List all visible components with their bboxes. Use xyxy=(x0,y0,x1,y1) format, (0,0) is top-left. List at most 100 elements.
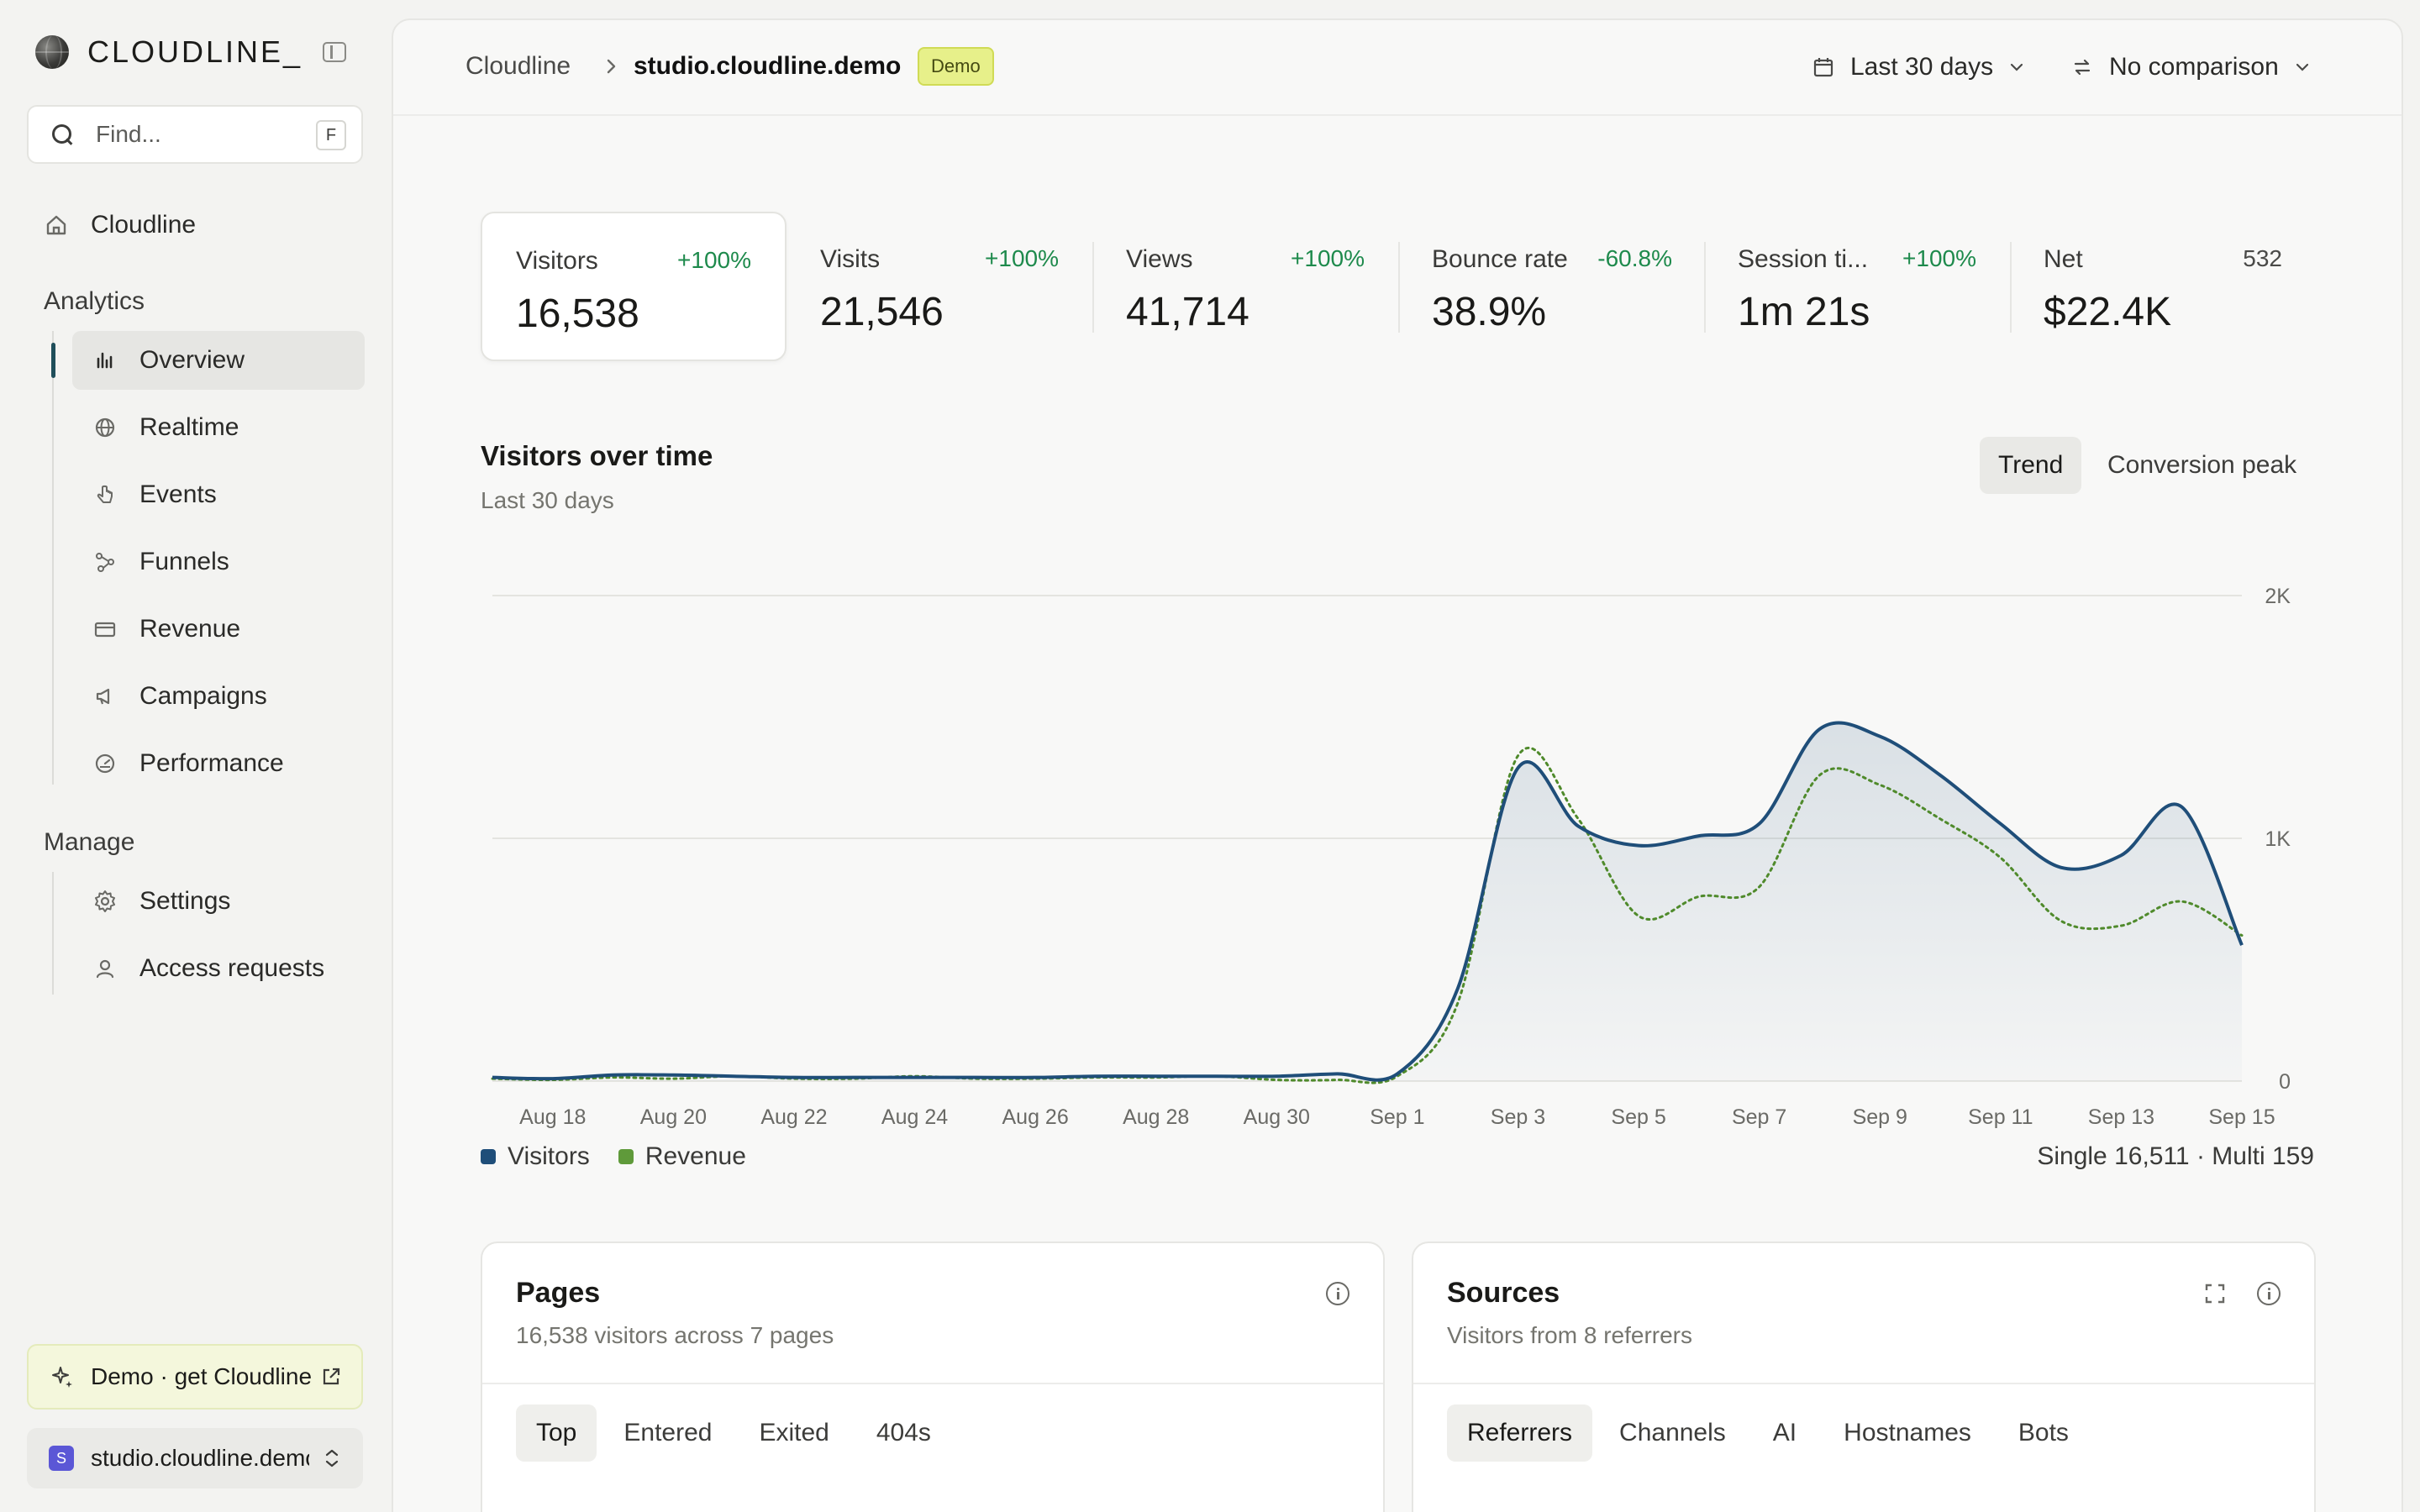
sidebar-item-settings[interactable]: Settings xyxy=(72,872,365,931)
external-link-icon[interactable] xyxy=(319,1365,343,1389)
chart-legend: Visitors Revenue xyxy=(481,1142,775,1171)
kpi-delta: +100% xyxy=(677,247,751,273)
kpi-divider xyxy=(1398,242,1400,333)
home-icon xyxy=(46,215,66,235)
pointer-icon xyxy=(92,482,118,507)
kpi-session-time[interactable]: Session ti... +100% 1m 21s xyxy=(1704,212,2010,361)
sidebar-item-label: Access requests xyxy=(139,954,325,982)
y-tick-label: 0 xyxy=(2279,1070,2291,1094)
x-tick-label: Aug 18 xyxy=(519,1105,586,1129)
active-indicator xyxy=(51,343,55,378)
x-tick-label: Aug 28 xyxy=(1123,1105,1189,1129)
tab-hostnames[interactable]: Hostnames xyxy=(1844,1419,1971,1446)
sidebar-toggle-icon[interactable] xyxy=(323,42,346,62)
legend-item-visitors[interactable]: Visitors xyxy=(481,1142,590,1171)
chart-plot xyxy=(491,721,2244,1084)
tab-top[interactable]: Top xyxy=(516,1404,597,1462)
site-switcher[interactable]: S studio.cloudline.demo xyxy=(27,1428,363,1488)
sidebar-item-access-requests[interactable]: Access requests xyxy=(72,939,365,998)
chart-title: Visitors over time xyxy=(481,440,713,471)
demo-promo-card[interactable]: Demo · get Cloudline xyxy=(27,1344,363,1410)
chevron-down-icon xyxy=(2011,63,2023,71)
tab-bots[interactable]: Bots xyxy=(2018,1419,2069,1446)
sidebar-item-label: Funnels xyxy=(139,548,229,575)
tab-ai[interactable]: AI xyxy=(1772,1419,1797,1446)
breadcrumb-site[interactable]: studio.cloudline.demo xyxy=(634,52,902,80)
sidebar-item-overview[interactable]: Overview xyxy=(51,331,365,390)
kpi-views[interactable]: Views +100% 41,714 xyxy=(1092,212,1398,361)
x-tick-label: Sep 11 xyxy=(1968,1105,2033,1129)
visitors-chart[interactable]: Aug 18 Aug 20 Aug 22 Aug 24 Aug 26 Aug 28 Aug … xyxy=(393,566,2402,1129)
expand-icon[interactable] xyxy=(2203,1282,2227,1305)
legend-label: Visitors xyxy=(508,1142,590,1170)
kpi-value: 21,546 xyxy=(820,290,944,334)
comparison-label: No comparison xyxy=(2109,53,2279,81)
kpi-value: $22.4K xyxy=(2044,290,2172,334)
kpi-divider xyxy=(2010,242,2012,333)
breadcrumb-root[interactable]: Cloudline xyxy=(466,52,571,80)
search-input[interactable]: Find... F xyxy=(27,105,363,164)
search-icon xyxy=(50,123,74,146)
visitor-mix-summary: Single 16,511 · Multi 159 xyxy=(2037,1142,2314,1170)
info-icon[interactable] xyxy=(2257,1282,2281,1305)
sidebar-item-events[interactable]: Events xyxy=(72,465,365,524)
legend-item-revenue[interactable]: Revenue xyxy=(618,1142,746,1171)
brand[interactable]: CLOUDLINE_ xyxy=(35,34,302,71)
search-placeholder: Find... xyxy=(96,121,161,147)
x-tick-label: Sep 5 xyxy=(1611,1105,1665,1129)
sidebar-item-performance[interactable]: Performance xyxy=(72,734,365,793)
top-bar: Cloudline studio.cloudline.demo Demo Las… xyxy=(393,20,2402,116)
tab-referrers[interactable]: Referrers xyxy=(1447,1404,1593,1462)
sidebar-item-realtime[interactable]: Realtime xyxy=(72,398,365,457)
kpi-divider xyxy=(1704,242,1706,333)
visitors-line xyxy=(492,721,2244,1082)
kpi-visitors[interactable]: Visitors +100% 16,538 xyxy=(481,212,786,361)
kpi-delta: +100% xyxy=(985,245,1059,271)
user-icon xyxy=(92,956,118,981)
kpi-visits[interactable]: Visits +100% 21,546 xyxy=(786,212,1092,361)
tab-channels[interactable]: Channels xyxy=(1619,1419,1726,1446)
toggle-conversion-peak[interactable]: Conversion peak xyxy=(2107,451,2297,479)
kpi-net[interactable]: Net 532 $22.4K xyxy=(2010,212,2316,361)
sidebar-item-home[interactable]: Cloudline xyxy=(44,205,196,245)
brand-name: CLOUDLINE_ xyxy=(87,34,303,69)
visitors-area xyxy=(492,722,2242,1081)
y-tick-label: 2K xyxy=(2265,585,2291,608)
megaphone-icon xyxy=(92,684,118,709)
sidebar-item-label: Overview xyxy=(139,346,245,374)
card-divider xyxy=(1413,1383,2314,1384)
toggle-trend[interactable]: Trend xyxy=(1980,437,2082,494)
sidebar-item-funnels[interactable]: Funnels xyxy=(72,533,365,591)
sidebar-item-revenue[interactable]: Revenue xyxy=(72,600,365,659)
x-tick-label: Aug 24 xyxy=(881,1105,948,1129)
demo-badge: Demo xyxy=(918,47,994,86)
analytics-nav-group: Overview Realtime Events Funnels Revenue xyxy=(51,331,365,785)
card-title: Pages xyxy=(516,1277,601,1309)
info-icon[interactable] xyxy=(1326,1282,1349,1305)
legend-swatch xyxy=(618,1149,634,1164)
legend-label: Revenue xyxy=(644,1142,746,1170)
pages-tabs: Top Entered Exited 404s xyxy=(516,1404,958,1462)
tab-exited[interactable]: Exited xyxy=(759,1419,829,1446)
calendar-icon xyxy=(1813,58,1833,77)
comparison-dropdown[interactable]: No comparison xyxy=(2070,45,2311,89)
tab-404s[interactable]: 404s xyxy=(876,1419,931,1446)
x-tick-label: Sep 13 xyxy=(2088,1105,2154,1129)
pages-card: Pages 16,538 visitors across 7 pages Top… xyxy=(481,1242,1385,1512)
sidebar: CLOUDLINE_ Find... F Cloudline Analytics… xyxy=(0,0,390,1512)
x-tick-label: Aug 26 xyxy=(1002,1105,1069,1129)
sidebar-item-campaigns[interactable]: Campaigns xyxy=(72,667,365,726)
chart-subtitle: Last 30 days xyxy=(481,487,614,513)
chart-y-axis: 0 1K 2K xyxy=(2265,585,2291,1094)
tab-entered[interactable]: Entered xyxy=(623,1419,713,1446)
kpi-row: Visitors +100% 16,538 Visits +100% 21,54… xyxy=(481,212,2329,361)
y-tick-label: 1K xyxy=(2265,827,2291,851)
legend-swatch xyxy=(481,1149,496,1164)
globe-logo-icon xyxy=(35,35,69,69)
x-tick-label: Sep 3 xyxy=(1491,1105,1545,1129)
kpi-bounce-rate[interactable]: Bounce rate -60.8% 38.9% xyxy=(1398,212,1704,361)
date-range-dropdown[interactable]: Last 30 days xyxy=(1812,45,2025,89)
x-tick-label: Sep 1 xyxy=(1370,1105,1424,1129)
main-panel: Cloudline studio.cloudline.demo Demo Las… xyxy=(392,18,2403,1512)
manage-nav-group: Settings Access requests xyxy=(52,872,324,995)
